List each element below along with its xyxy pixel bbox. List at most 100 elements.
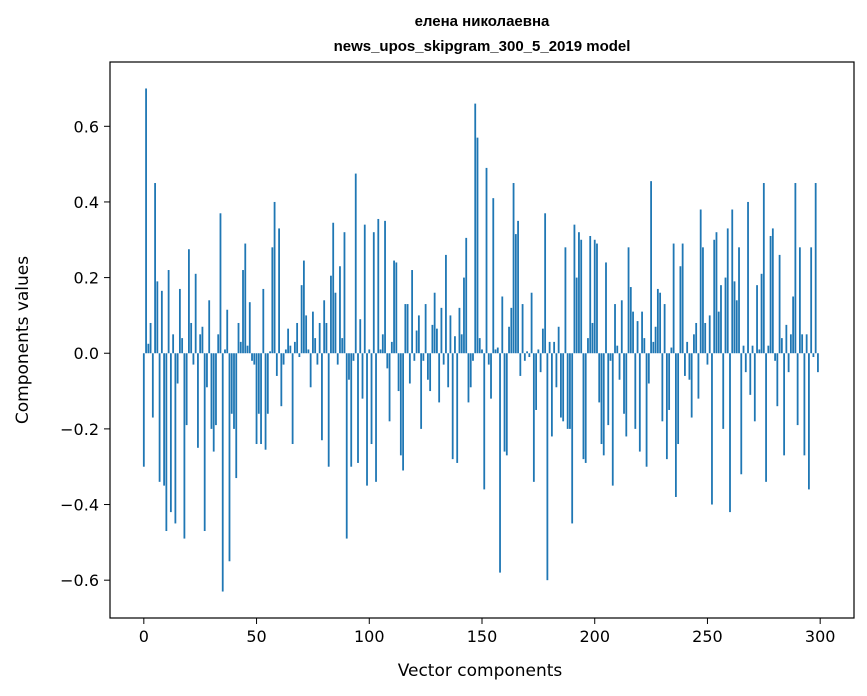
bar-204 xyxy=(602,353,605,456)
bar-126 xyxy=(426,353,429,380)
bar-272 xyxy=(756,285,758,354)
bar-138 xyxy=(454,336,456,354)
bar-5 xyxy=(154,183,156,354)
bar-113 xyxy=(397,353,400,392)
bar-54 xyxy=(264,353,267,450)
bars-group xyxy=(142,88,819,592)
x-tick-label: 300 xyxy=(805,627,836,646)
bar-170 xyxy=(526,351,528,354)
bar-165 xyxy=(514,234,517,354)
bar-111 xyxy=(393,260,395,354)
bar-264 xyxy=(738,247,740,354)
bar-74 xyxy=(309,353,312,388)
bar-92 xyxy=(350,353,353,467)
bar-42 xyxy=(237,322,240,354)
bar-192 xyxy=(575,277,578,354)
y-tick-label: −0.4 xyxy=(60,496,99,515)
bar-297 xyxy=(812,353,815,358)
bar-182 xyxy=(553,341,556,354)
bar-159 xyxy=(501,296,504,354)
bar-52 xyxy=(260,353,262,445)
bar-289 xyxy=(794,183,797,354)
bar-161 xyxy=(505,353,508,456)
bar-233 xyxy=(668,353,671,410)
bar-205 xyxy=(605,262,607,354)
bar-55 xyxy=(266,353,269,414)
bar-116 xyxy=(404,304,407,354)
bar-263 xyxy=(735,300,738,354)
bar-136 xyxy=(449,315,452,354)
bar-186 xyxy=(562,353,565,422)
bar-287 xyxy=(789,334,792,354)
bar-32 xyxy=(215,353,217,426)
bar-283 xyxy=(780,338,783,354)
bar-107 xyxy=(384,220,386,354)
bar-71 xyxy=(302,260,305,354)
bar-236 xyxy=(674,353,677,497)
bar-72 xyxy=(305,315,308,354)
bar-60 xyxy=(278,228,280,354)
bar-98 xyxy=(363,224,366,354)
bar-226 xyxy=(652,341,655,354)
chart-title: елена николаевна xyxy=(415,13,550,30)
bar-201 xyxy=(596,243,598,354)
bar-157 xyxy=(496,347,499,354)
bar-194 xyxy=(580,239,583,354)
bar-12 xyxy=(169,353,172,513)
bar-179 xyxy=(546,353,549,581)
bar-169 xyxy=(523,353,526,361)
bar-41 xyxy=(235,353,238,479)
bar-134 xyxy=(445,254,447,354)
bar-252 xyxy=(711,353,713,505)
bar-276 xyxy=(765,353,767,482)
bar-16 xyxy=(178,288,181,354)
bar-22 xyxy=(192,353,195,365)
bar-118 xyxy=(408,353,411,384)
bar-193 xyxy=(578,232,580,354)
bar-36 xyxy=(224,349,226,354)
bar-93 xyxy=(352,353,355,361)
x-tick-label: 100 xyxy=(354,627,385,646)
bar-58 xyxy=(273,201,276,354)
bar-77 xyxy=(316,353,319,365)
bar-132 xyxy=(440,307,443,354)
bar-214 xyxy=(625,353,628,437)
bar-100 xyxy=(368,349,371,354)
bar-18 xyxy=(183,353,186,539)
bar-198 xyxy=(589,235,592,354)
bar-293 xyxy=(803,353,806,456)
bar-230 xyxy=(661,353,664,422)
bar-139 xyxy=(456,353,459,463)
bar-95 xyxy=(357,353,359,463)
bar-145 xyxy=(469,353,472,388)
bar-219 xyxy=(636,321,639,354)
bar-229 xyxy=(659,292,662,354)
bar-278 xyxy=(769,235,772,354)
bar-281 xyxy=(776,353,779,407)
bar-148 xyxy=(476,137,479,354)
x-tick-label: 0 xyxy=(139,627,149,646)
bar-232 xyxy=(665,353,668,460)
bar-291 xyxy=(798,247,801,354)
bar-271 xyxy=(753,353,756,422)
bar-295 xyxy=(808,353,810,490)
bar-200 xyxy=(593,239,596,354)
bar-235 xyxy=(672,243,675,354)
bar-130 xyxy=(436,328,438,354)
bar-35 xyxy=(221,353,224,592)
bar-45 xyxy=(244,243,247,354)
y-tick-label: 0.0 xyxy=(74,344,99,363)
bar-150 xyxy=(481,349,483,354)
bar-225 xyxy=(650,181,652,354)
bar-23 xyxy=(194,273,197,354)
bar-249 xyxy=(704,322,707,354)
y-tick-label: −0.2 xyxy=(60,420,99,439)
bar-178 xyxy=(544,213,547,354)
bar-265 xyxy=(740,353,743,475)
bar-273 xyxy=(758,349,761,354)
bar-237 xyxy=(677,353,680,445)
bar-251 xyxy=(708,315,711,354)
bar-256 xyxy=(720,285,722,354)
bar-97 xyxy=(361,353,364,399)
